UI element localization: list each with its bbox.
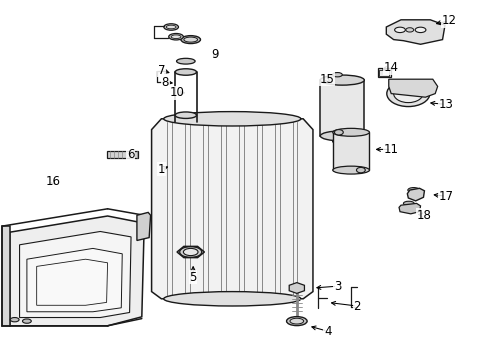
Text: 17: 17 — [438, 190, 452, 203]
Ellipse shape — [417, 84, 425, 88]
Text: 14: 14 — [383, 61, 398, 74]
Text: 15: 15 — [319, 73, 333, 86]
Polygon shape — [288, 283, 304, 293]
Ellipse shape — [332, 73, 342, 77]
Ellipse shape — [393, 85, 422, 103]
Text: 11: 11 — [383, 143, 398, 156]
Polygon shape — [2, 226, 10, 326]
Ellipse shape — [394, 27, 405, 33]
Ellipse shape — [168, 33, 183, 40]
Ellipse shape — [22, 319, 31, 323]
Ellipse shape — [332, 139, 342, 144]
Bar — [379, 70, 388, 76]
Ellipse shape — [175, 112, 196, 118]
Text: 6: 6 — [126, 148, 134, 161]
Ellipse shape — [332, 129, 369, 136]
Polygon shape — [27, 248, 122, 312]
Ellipse shape — [166, 25, 176, 29]
Ellipse shape — [163, 112, 300, 126]
Ellipse shape — [356, 167, 365, 173]
Text: 3: 3 — [333, 280, 341, 293]
Ellipse shape — [405, 28, 413, 32]
Polygon shape — [388, 79, 437, 97]
Ellipse shape — [320, 75, 364, 85]
Bar — [377, 68, 390, 77]
Polygon shape — [177, 246, 204, 258]
Ellipse shape — [181, 36, 200, 44]
Polygon shape — [137, 212, 150, 240]
Text: 2: 2 — [352, 300, 360, 312]
Ellipse shape — [163, 24, 178, 30]
Ellipse shape — [403, 201, 413, 206]
Ellipse shape — [10, 318, 19, 322]
Text: 12: 12 — [441, 14, 455, 27]
Text: 5: 5 — [189, 271, 197, 284]
Bar — [320, 80, 364, 136]
Ellipse shape — [334, 130, 343, 135]
Polygon shape — [407, 188, 424, 201]
Text: 1: 1 — [157, 163, 165, 176]
Polygon shape — [10, 216, 144, 326]
Ellipse shape — [332, 166, 369, 174]
Ellipse shape — [320, 131, 364, 141]
Text: 9: 9 — [211, 48, 219, 61]
Ellipse shape — [171, 35, 181, 39]
Polygon shape — [20, 231, 131, 318]
Ellipse shape — [289, 318, 303, 324]
Polygon shape — [398, 203, 420, 214]
Polygon shape — [386, 20, 444, 44]
Text: 16: 16 — [45, 175, 60, 188]
Bar — [332, 132, 368, 170]
Text: 10: 10 — [169, 86, 184, 99]
Ellipse shape — [386, 81, 429, 107]
Text: 8: 8 — [161, 76, 169, 89]
Polygon shape — [151, 119, 312, 299]
Ellipse shape — [163, 292, 300, 306]
Ellipse shape — [414, 27, 425, 33]
Ellipse shape — [183, 248, 198, 256]
Bar — [106, 151, 138, 158]
Polygon shape — [37, 259, 107, 305]
Ellipse shape — [407, 188, 419, 193]
Text: 13: 13 — [438, 98, 452, 111]
Ellipse shape — [393, 84, 401, 88]
Text: 4: 4 — [323, 325, 331, 338]
Ellipse shape — [183, 37, 197, 42]
Ellipse shape — [175, 69, 196, 75]
Ellipse shape — [286, 317, 306, 325]
Text: 18: 18 — [416, 209, 431, 222]
Ellipse shape — [176, 58, 195, 64]
Text: 7: 7 — [157, 64, 165, 77]
